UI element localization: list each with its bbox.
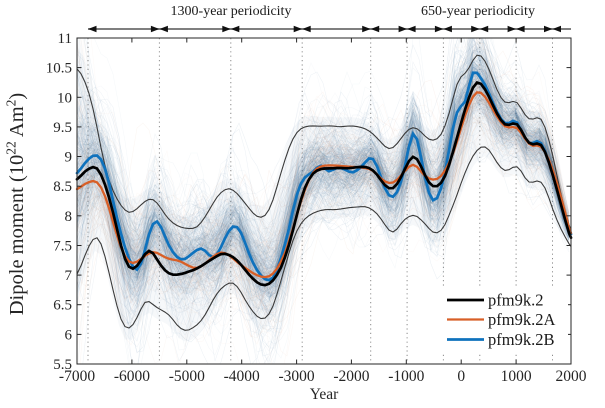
- svg-text:1000: 1000: [501, 368, 532, 385]
- svg-text:650-year periodicity: 650-year periodicity: [421, 4, 535, 19]
- svg-text:pfm9k.2: pfm9k.2: [488, 291, 543, 310]
- svg-text:10: 10: [57, 90, 72, 106]
- svg-text:-1000: -1000: [388, 368, 424, 385]
- svg-text:5.5: 5.5: [53, 357, 72, 373]
- svg-text:Dipole moment (1022 Am2): Dipole moment (1022 Am2): [4, 93, 29, 316]
- svg-text:0: 0: [457, 368, 465, 385]
- svg-text:-3000: -3000: [279, 368, 315, 385]
- svg-text:-7000: -7000: [59, 368, 95, 385]
- svg-text:-6000: -6000: [114, 368, 150, 385]
- svg-text:8: 8: [65, 209, 73, 225]
- svg-text:2000: 2000: [556, 368, 587, 385]
- svg-text:1300-year periodicity: 1300-year periodicity: [171, 4, 292, 19]
- svg-text:9: 9: [65, 150, 73, 166]
- svg-text:pfm9k.2B: pfm9k.2B: [488, 330, 554, 349]
- svg-text:pfm9k.2A: pfm9k.2A: [488, 310, 555, 329]
- svg-text:6: 6: [65, 327, 73, 343]
- svg-text:7: 7: [65, 268, 73, 284]
- svg-text:-4000: -4000: [224, 368, 260, 385]
- svg-text:-2000: -2000: [333, 368, 369, 385]
- svg-text:11: 11: [58, 31, 72, 47]
- svg-text:9.5: 9.5: [53, 120, 72, 136]
- svg-text:7.5: 7.5: [53, 239, 72, 255]
- svg-text:6.5: 6.5: [53, 298, 72, 314]
- svg-text:8.5: 8.5: [53, 179, 72, 195]
- svg-text:-5000: -5000: [169, 368, 205, 385]
- svg-text:10.5: 10.5: [46, 61, 72, 77]
- svg-text:Year: Year: [310, 386, 339, 403]
